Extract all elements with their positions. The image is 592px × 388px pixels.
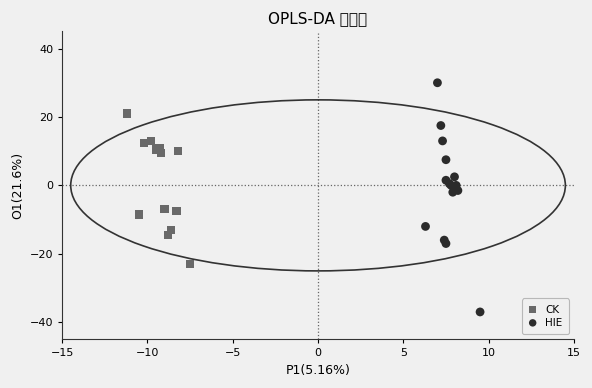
CK xyxy=(173,148,183,154)
CK xyxy=(155,145,164,151)
CK xyxy=(134,211,144,218)
HIE xyxy=(441,177,451,184)
CK xyxy=(163,232,173,238)
Title: OPLS-DA 得分图: OPLS-DA 得分图 xyxy=(269,11,368,26)
HIE xyxy=(421,223,430,230)
CK xyxy=(139,140,149,146)
HIE xyxy=(448,189,458,195)
HIE xyxy=(433,80,442,86)
HIE xyxy=(438,138,448,144)
Y-axis label: O1(21.6%): O1(21.6%) xyxy=(11,152,24,219)
HIE xyxy=(453,187,462,194)
HIE xyxy=(450,174,459,180)
CK xyxy=(172,208,181,214)
CK xyxy=(185,261,195,267)
CK xyxy=(152,146,161,152)
HIE xyxy=(441,157,451,163)
CK xyxy=(160,206,169,212)
HIE xyxy=(436,122,446,128)
HIE xyxy=(475,309,485,315)
CK xyxy=(146,138,156,144)
CK xyxy=(166,227,176,233)
X-axis label: P1(5.16%): P1(5.16%) xyxy=(285,364,350,377)
HIE xyxy=(452,182,461,189)
HIE xyxy=(445,180,454,187)
HIE xyxy=(446,182,456,189)
HIE xyxy=(439,237,449,243)
CK xyxy=(156,150,166,156)
Legend: CK, HIE: CK, HIE xyxy=(522,298,569,334)
CK xyxy=(123,111,132,117)
HIE xyxy=(441,241,451,247)
